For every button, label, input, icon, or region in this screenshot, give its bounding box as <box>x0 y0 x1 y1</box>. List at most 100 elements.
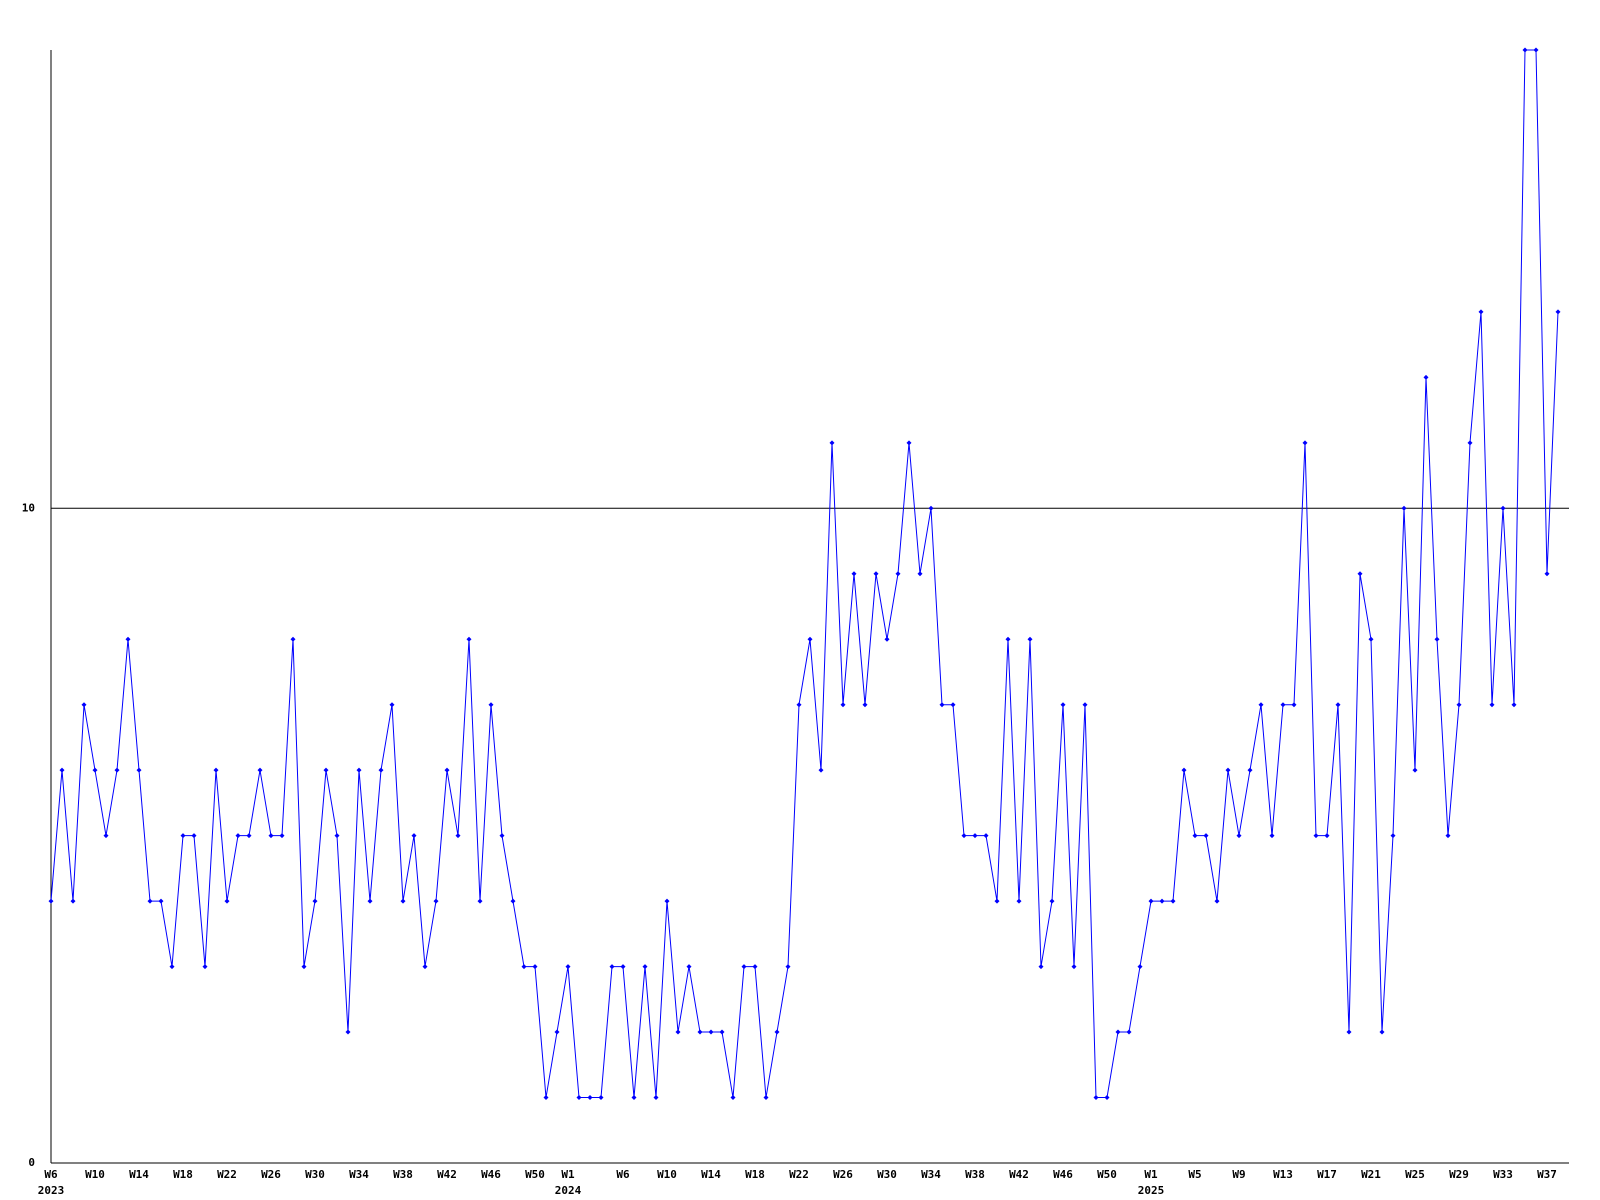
y-tick-label: 10 <box>22 501 35 514</box>
data-point <box>587 1095 593 1101</box>
data-point <box>169 964 175 970</box>
data-point <box>389 702 395 708</box>
data-point <box>554 1029 560 1035</box>
data-point <box>125 636 131 642</box>
x-tick-label: W42 <box>437 1168 457 1181</box>
x-tick-label: W25 <box>1405 1168 1425 1181</box>
data-point <box>422 964 428 970</box>
x-tick-label: W30 <box>877 1168 897 1181</box>
data-point <box>59 767 65 773</box>
x-year-label: 2023 <box>38 1184 65 1197</box>
data-point <box>136 767 142 773</box>
data-point <box>939 702 945 708</box>
data-point <box>620 964 626 970</box>
data-point <box>1533 47 1539 53</box>
data-point <box>224 898 230 904</box>
data-point <box>565 964 571 970</box>
x-tick-label: W50 <box>525 1168 545 1181</box>
data-point <box>796 702 802 708</box>
x-tick-label: W13 <box>1273 1168 1293 1181</box>
data-point <box>191 833 197 839</box>
data-point <box>686 964 692 970</box>
x-tick-label: W1 <box>561 1168 575 1181</box>
data-point <box>510 898 516 904</box>
data-point <box>1192 833 1198 839</box>
data-point <box>752 964 758 970</box>
data-point <box>1346 1029 1352 1035</box>
data-point <box>972 833 978 839</box>
data-point <box>1159 898 1165 904</box>
x-tick-label: W6 <box>616 1168 630 1181</box>
data-point <box>598 1095 604 1101</box>
data-point <box>268 833 274 839</box>
data-point <box>1511 702 1517 708</box>
x-tick-label: W29 <box>1449 1168 1469 1181</box>
x-tick-label: W22 <box>789 1168 809 1181</box>
data-point <box>202 964 208 970</box>
x-tick-label: W26 <box>833 1168 853 1181</box>
x-tick-label: W37 <box>1537 1168 1557 1181</box>
data-point <box>983 833 989 839</box>
data-point <box>851 571 857 577</box>
data-point <box>301 964 307 970</box>
x-tick-label: W5 <box>1188 1168 1201 1181</box>
data-point <box>1016 898 1022 904</box>
x-tick-label: W10 <box>657 1168 677 1181</box>
data-point <box>906 440 912 446</box>
data-point <box>1236 833 1242 839</box>
data-point <box>499 833 505 839</box>
x-tick-label: W9 <box>1232 1168 1245 1181</box>
data-point <box>664 898 670 904</box>
data-point <box>1126 1029 1132 1035</box>
data-point <box>1478 309 1484 315</box>
x-tick-label: W14 <box>129 1168 149 1181</box>
data-point <box>917 571 923 577</box>
data-point <box>312 898 318 904</box>
data-point <box>180 833 186 839</box>
x-tick-label: W38 <box>393 1168 413 1181</box>
x-year-label: 2024 <box>555 1184 582 1197</box>
data-point <box>763 1095 769 1101</box>
data-point <box>356 767 362 773</box>
x-tick-label: W46 <box>1053 1168 1073 1181</box>
data-point <box>1379 1029 1385 1035</box>
data-point <box>1280 702 1286 708</box>
x-tick-label: W26 <box>261 1168 281 1181</box>
data-point <box>1302 440 1308 446</box>
data-point <box>961 833 967 839</box>
data-point <box>147 898 153 904</box>
x-tick-label: W14 <box>701 1168 721 1181</box>
data-point <box>730 1095 736 1101</box>
data-point <box>158 898 164 904</box>
data-point <box>1544 571 1550 577</box>
data-point <box>1357 571 1363 577</box>
data-point <box>609 964 615 970</box>
data-point <box>543 1095 549 1101</box>
data-point <box>1082 702 1088 708</box>
data-point <box>675 1029 681 1035</box>
data-point <box>741 964 747 970</box>
x-tick-label: W38 <box>965 1168 985 1181</box>
data-point <box>334 833 340 839</box>
data-point <box>521 964 527 970</box>
data-point <box>378 767 384 773</box>
data-point <box>1291 702 1297 708</box>
data-point <box>235 833 241 839</box>
data-point <box>1269 833 1275 839</box>
x-tick-label: W30 <box>305 1168 325 1181</box>
data-point <box>488 702 494 708</box>
data-point <box>1489 702 1495 708</box>
data-point <box>1049 898 1055 904</box>
data-point <box>631 1095 637 1101</box>
data-point <box>1390 833 1396 839</box>
data-point <box>367 898 373 904</box>
x-tick-label: W18 <box>745 1168 765 1181</box>
data-point <box>1115 1029 1121 1035</box>
data-point <box>884 636 890 642</box>
data-point <box>433 898 439 904</box>
data-point <box>455 833 461 839</box>
data-point <box>323 767 329 773</box>
data-point <box>1401 505 1407 511</box>
x-tick-label: W6 <box>44 1168 58 1181</box>
